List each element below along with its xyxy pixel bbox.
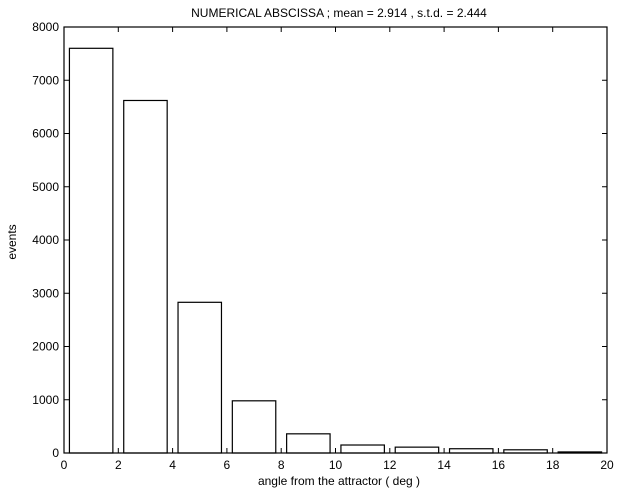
x-tick-label: 18 — [546, 458, 560, 472]
x-tick-label: 8 — [278, 458, 285, 472]
y-tick-label: 0 — [52, 446, 59, 460]
histogram-bar — [177, 301, 223, 454]
y-tick-label: 1000 — [32, 393, 59, 407]
y-tick-label: 6000 — [32, 127, 59, 141]
y-tick-label: 4000 — [32, 233, 59, 247]
y-tick-label: 8000 — [32, 20, 59, 34]
x-tick-label: 2 — [115, 458, 122, 472]
histogram-bar — [286, 433, 331, 454]
histogram-bar — [340, 444, 385, 454]
chart-title: NUMERICAL ABSCISSA ; mean = 2.914 , s.t.… — [191, 6, 487, 20]
histogram-bar — [448, 448, 494, 454]
histogram-bar — [68, 47, 114, 454]
x-axis-label: angle from the attractor ( deg ) — [258, 474, 420, 488]
x-tick-label: 12 — [383, 458, 397, 472]
y-tick-label: 7000 — [32, 73, 59, 87]
x-tick-label: 14 — [437, 458, 451, 472]
y-tick-label: 5000 — [32, 180, 59, 194]
histogram-bar — [123, 99, 168, 454]
x-tick-label: 6 — [224, 458, 231, 472]
x-tick-label: 10 — [329, 458, 343, 472]
x-tick-label: 4 — [169, 458, 176, 472]
ticks-layer: 0 2 4 6 8 10 12 14 16 18 20 0 1000 2000 3000 4000 5000 60… — [32, 20, 614, 472]
y-tick-label: 3000 — [32, 286, 59, 300]
y-tick-label: 2000 — [32, 340, 59, 354]
x-tick-label: 20 — [600, 458, 614, 472]
histogram-bar — [394, 446, 440, 454]
y-axis-label: events — [5, 224, 19, 259]
histogram-bar — [231, 400, 277, 454]
x-tick-label: 16 — [492, 458, 506, 472]
x-tick-label: 0 — [61, 458, 68, 472]
bars-layer — [68, 47, 603, 454]
